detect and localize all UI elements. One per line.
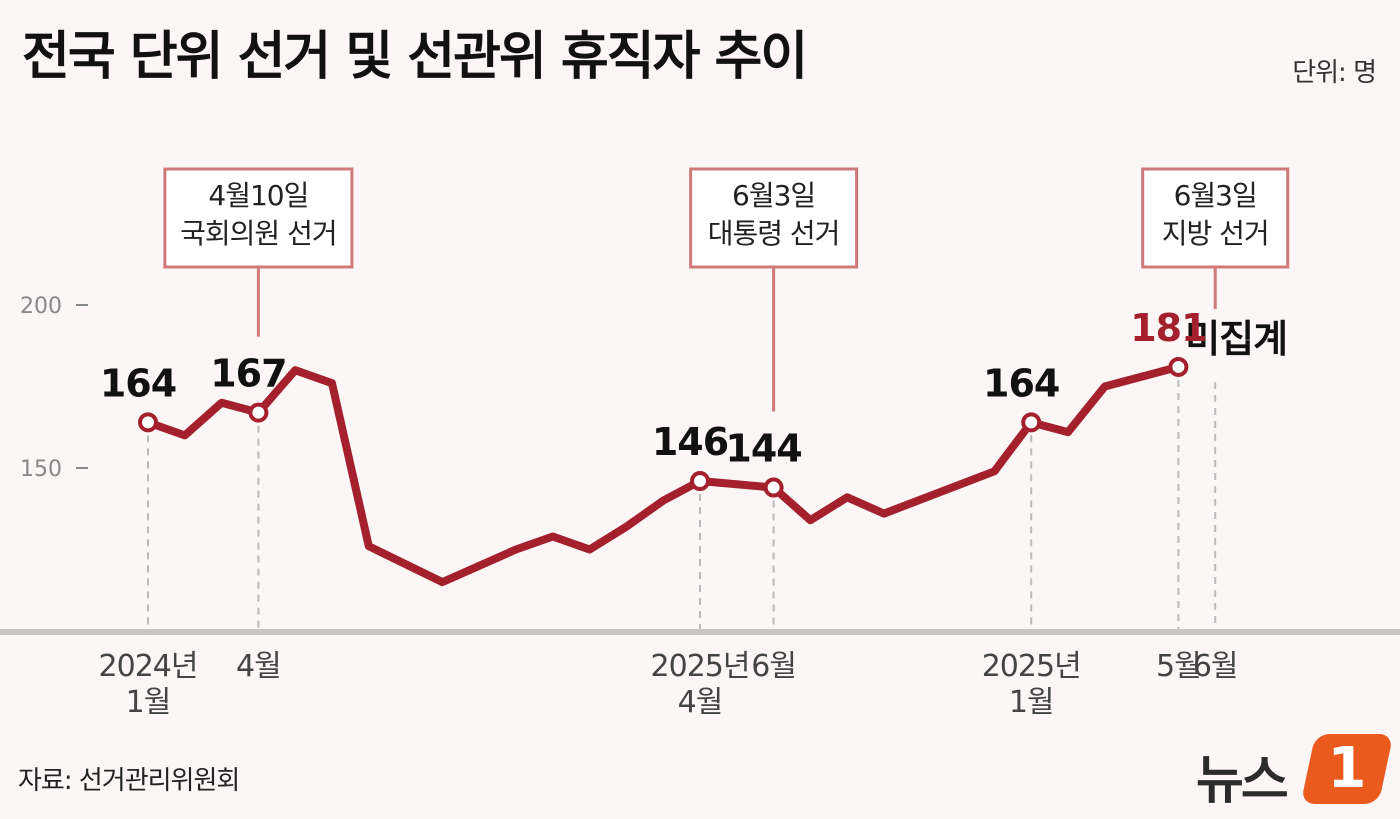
data-label: 146 [652, 420, 728, 464]
x-tick-label: 1월 [126, 685, 171, 720]
logo-wordmark: 뉴스 [1196, 751, 1289, 811]
event-label: 4월10일 [208, 179, 308, 212]
series-line [144, 362, 1183, 587]
x-tick-label: 4월 [236, 649, 281, 684]
data-label: 181 [1130, 306, 1206, 350]
data-label: 164 [100, 361, 176, 405]
series-path [144, 362, 1183, 587]
unit-label: 단위: 명 [1292, 58, 1377, 88]
logo-badge: 1 [1300, 734, 1394, 804]
event-label: 국회의원 선거 [180, 217, 336, 250]
chart-title: 전국 단위 선거 및 선관위 휴직자 추이 [22, 27, 808, 87]
data-point-marker [1021, 412, 1042, 433]
data-point-marker [690, 471, 710, 492]
data-point-marker [138, 412, 158, 433]
x-tick-label: 2024년 [99, 649, 198, 684]
y-tick-label: 200 [20, 294, 62, 319]
news1-logo: 뉴스 1 [1196, 732, 1394, 811]
data-label: 164 [983, 361, 1059, 405]
event-label: 6월3일 [732, 179, 815, 212]
x-tick-label: 1월 [1009, 685, 1054, 720]
data-point-marker [1168, 356, 1189, 377]
y-axis: 150 200 [20, 294, 88, 482]
x-tick-label: 6월 [751, 649, 796, 684]
logo-badge-number: 1 [1327, 736, 1367, 801]
data-label: 167 [210, 352, 286, 396]
x-tick-label: 2025년 [651, 649, 750, 684]
event-box [1141, 167, 1290, 269]
y-tick-label: 150 [20, 457, 62, 482]
x-tick-label: 2025년 [982, 649, 1081, 684]
source-note: 자료: 선거관리위원회 [18, 766, 240, 796]
event-note: 미집계 [1185, 317, 1287, 361]
event-label: 대통령 선거 [708, 217, 840, 250]
x-tick-label: 6월 [1193, 649, 1238, 684]
event-label: 6월3일 [1174, 179, 1257, 212]
event-label: 지방 선거 [1162, 217, 1269, 250]
event-box [163, 167, 354, 269]
data-point-marker [763, 477, 784, 498]
data-point-marker [248, 402, 269, 423]
x-tick-label: 4월 [678, 685, 723, 720]
x-axis-baseline [0, 629, 1400, 635]
x-tick-label: 5월 [1156, 649, 1201, 684]
guide-lines [147, 366, 1180, 629]
data-label: 144 [725, 427, 801, 471]
